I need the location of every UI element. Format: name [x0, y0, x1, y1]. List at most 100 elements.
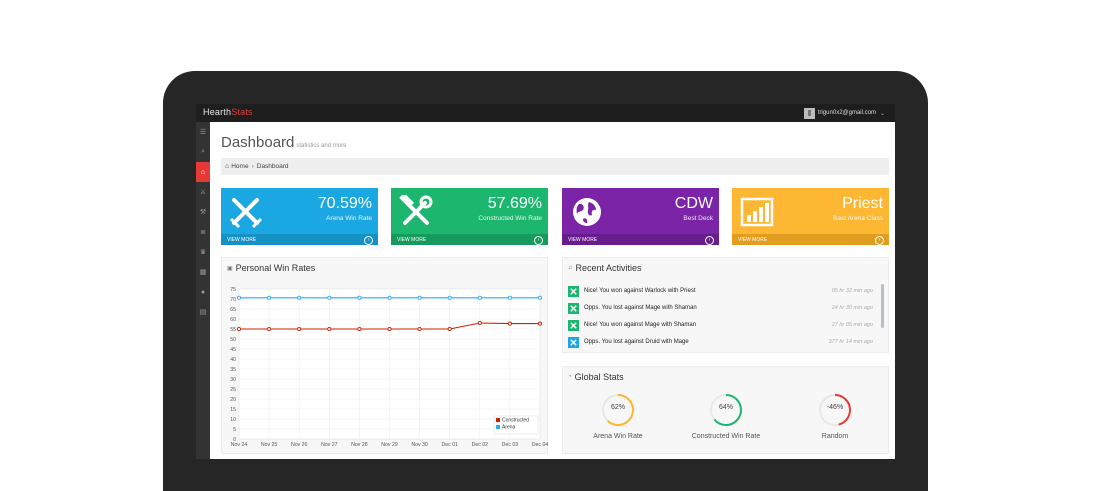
x-tick-label: Nov 24 — [231, 442, 248, 448]
data-point — [358, 327, 361, 330]
activity-item[interactable]: Opps. You lost against Druid with Mage 3… — [568, 334, 877, 350]
breadcrumb-separator-icon: › — [252, 163, 254, 170]
constructed-win-rate-tile[interactable]: 57.69% Constructed Win Rate VIEW MORE › — [391, 188, 548, 245]
sidebar-item-user[interactable]: ● — [196, 282, 210, 302]
view-more-link[interactable]: VIEW MORE — [568, 237, 597, 243]
tile-footer[interactable]: VIEW MORE › — [562, 234, 719, 245]
activity-time: 27 hr 05 min ago — [832, 322, 873, 328]
x-tick-label: Dec 01 — [441, 442, 458, 448]
data-point — [237, 296, 240, 299]
sidebar-item-home[interactable]: ⌂ — [196, 162, 210, 182]
data-point — [268, 296, 271, 299]
y-tick-label: 40 — [230, 357, 236, 363]
view-more-link[interactable]: VIEW MORE — [738, 237, 767, 243]
y-tick-label: 50 — [230, 337, 236, 343]
sidebar-item-trophy[interactable]: ♛ — [196, 242, 210, 262]
y-tick-label: 70 — [230, 297, 236, 303]
tile-footer[interactable]: VIEW MORE › — [221, 234, 378, 245]
data-point — [508, 322, 511, 325]
y-tick-label: 25 — [230, 387, 236, 393]
data-point — [478, 321, 481, 324]
data-point — [388, 296, 391, 299]
data-point — [388, 327, 391, 330]
hammer-wrench-icon — [568, 320, 579, 331]
x-tick-label: Dec 04 — [532, 442, 549, 448]
tile-label: Arena Win Rate — [326, 215, 372, 222]
activity-text: Opps. You lost against Druid with Mage — [584, 339, 829, 345]
list-icon: ≣ — [200, 228, 206, 236]
user-menu[interactable]: trigun0x2@gmail.com ⌄ — [804, 106, 885, 120]
arrow-right-icon: › — [705, 236, 714, 245]
gauge-value: 64% — [671, 404, 781, 411]
data-point — [478, 296, 481, 299]
crossed-swords-icon — [568, 337, 579, 348]
activity-item[interactable]: Opps. You lost against Mage with Shaman … — [568, 300, 877, 316]
data-point — [358, 296, 361, 299]
data-point — [268, 327, 271, 330]
activity-time: 24 hr 30 min ago — [832, 305, 873, 311]
activity-item[interactable]: Nice! You won against Warlock with Pries… — [568, 283, 877, 299]
y-tick-label: 10 — [230, 417, 236, 423]
crossed-swords-icon — [229, 195, 263, 229]
activity-item[interactable]: Nice! You won against Mage with Shaman 2… — [568, 317, 877, 333]
hammer-wrench-icon — [399, 195, 433, 229]
y-tick-label: 55 — [230, 327, 236, 333]
best-deck-tile[interactable]: CDW Best Deck VIEW MORE › — [562, 188, 719, 245]
win-rate-chart: 0 5 10 15 20 25 30 35 40 45 50 55 60 65 70 75 Nov 24 Nov … — [222, 258, 549, 455]
bar-chart-icon — [740, 195, 774, 229]
y-tick-label: 35 — [230, 367, 236, 373]
rss-icon: ◔ — [568, 374, 572, 380]
home-icon: ⌂ — [201, 169, 205, 176]
menu-icon: ☰ — [200, 128, 206, 136]
user-email: trigun0x2@gmail.com — [818, 110, 876, 116]
panel-title: Recent Activities — [576, 263, 642, 273]
sidebar-item-list[interactable]: ≣ — [196, 222, 210, 242]
view-more-link[interactable]: VIEW MORE — [227, 237, 256, 243]
arena-win-rate-tile[interactable]: 70.59% Arena Win Rate VIEW MORE › — [221, 188, 378, 245]
x-tick-label: Nov 29 — [381, 442, 398, 448]
y-tick-label: 75 — [230, 287, 236, 293]
data-point — [538, 296, 541, 299]
x-tick-label: Dec 02 — [472, 442, 489, 448]
data-point — [538, 322, 541, 325]
panel-title: Global Stats — [575, 372, 624, 382]
sidebar-item-search[interactable]: ⌕ — [196, 142, 210, 162]
hammer-wrench-icon — [568, 303, 579, 314]
bell-icon: ♫ — [568, 265, 573, 271]
hammer-wrench-icon: ⚒ — [200, 208, 206, 216]
x-tick-label: Nov 28 — [351, 442, 368, 448]
sidebar-item-constructed[interactable]: ⚒ — [196, 202, 210, 222]
tile-value: 70.59% — [318, 195, 372, 213]
view-more-link[interactable]: VIEW MORE — [397, 237, 426, 243]
brand-name-part1: Hearth — [203, 107, 231, 117]
data-point — [328, 296, 331, 299]
arena-win-rate-gauge: 62% Arena Win Rate — [563, 392, 673, 440]
y-tick-label: 20 — [230, 397, 236, 403]
x-tick-label: Nov 30 — [411, 442, 428, 448]
breadcrumb-home[interactable]: Home — [231, 163, 248, 170]
data-point — [328, 327, 331, 330]
tile-footer[interactable]: VIEW MORE › — [391, 234, 548, 245]
sidebar-item-chart[interactable]: ▤ — [196, 302, 210, 322]
page-subtitle: statistics and more — [296, 143, 346, 149]
sidebar: ☰ ⌕ ⌂ ⚔ ⚒ ≣ ♛ ▦ ● ▤ — [196, 122, 210, 459]
tile-label: Best Arena Class — [833, 215, 883, 222]
data-point — [448, 327, 451, 330]
page-title: Dashboard statistics and more — [221, 134, 346, 151]
recent-activities-panel: ♫ Recent Activities Nice! You won against… — [562, 257, 889, 353]
tile-value: Priest — [842, 195, 883, 213]
sidebar-item-menu[interactable]: ☰ — [196, 122, 210, 142]
arrow-right-icon: › — [875, 236, 884, 245]
y-tick-label: 15 — [230, 407, 236, 413]
tile-footer[interactable]: VIEW MORE › — [732, 234, 889, 245]
panel-header: ♫ Recent Activities — [568, 263, 642, 273]
activity-time: 05 hr 32 min ago — [832, 288, 873, 294]
scrollbar[interactable] — [881, 284, 884, 328]
tile-label: Best Deck — [683, 215, 713, 222]
sidebar-item-arena[interactable]: ⚔ — [196, 182, 210, 202]
activity-text: Nice! You won against Warlock with Pries… — [584, 288, 832, 294]
arrow-right-icon: › — [534, 236, 543, 245]
best-arena-class-tile[interactable]: Priest Best Arena Class VIEW MORE › — [732, 188, 889, 245]
sidebar-item-grid[interactable]: ▦ — [196, 262, 210, 282]
brand-logo[interactable]: HearthStats — [203, 107, 253, 117]
